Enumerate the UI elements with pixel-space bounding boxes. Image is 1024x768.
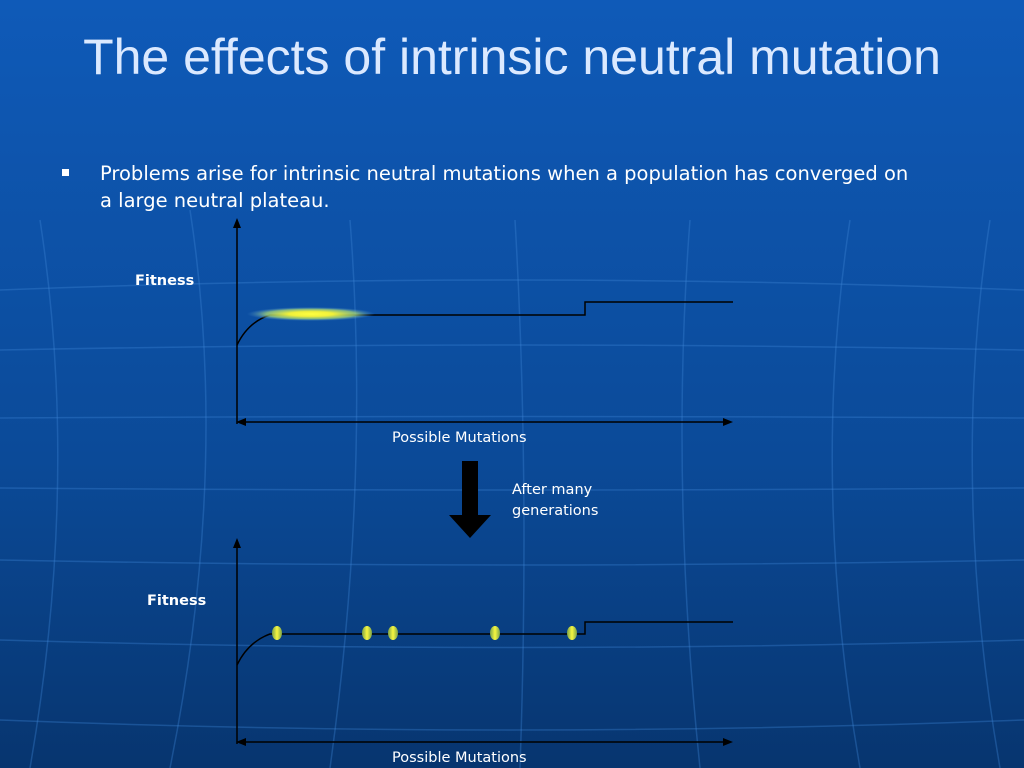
- bottom-mutations-label: Possible Mutations: [392, 750, 527, 766]
- down-arrow-icon: [449, 461, 491, 538]
- bottom-diagram: [233, 538, 733, 746]
- slide-title: The effects of intrinsic neutral mutatio…: [83, 29, 941, 85]
- top-diagram: [233, 218, 733, 426]
- transition-label: After many generations: [512, 480, 598, 522]
- population-dot-icon: [567, 626, 577, 640]
- bullet-marker-icon: [62, 169, 69, 176]
- top-y-axis: [233, 218, 241, 424]
- population-dot-icon: [362, 626, 372, 640]
- top-x-axis: [236, 418, 733, 426]
- top-mutations-label: Possible Mutations: [392, 430, 527, 446]
- bottom-fitness-curve: [236, 621, 733, 666]
- top-fitness-label: Fitness: [135, 273, 195, 289]
- bullet-point: Problems arise for intrinsic neutral mut…: [62, 160, 922, 214]
- population-dot-icon: [388, 626, 398, 640]
- bottom-fitness-label: Fitness: [147, 593, 207, 609]
- population-dot-icon: [490, 626, 500, 640]
- top-fitness-curve: [236, 301, 733, 346]
- converged-population-icon: [247, 307, 375, 321]
- bullet-text: Problems arise for intrinsic neutral mut…: [100, 162, 909, 212]
- bottom-x-axis: [236, 738, 733, 746]
- population-dot-icon: [272, 626, 282, 640]
- transition-label-line1: After many: [512, 482, 593, 498]
- bottom-y-axis: [233, 538, 241, 744]
- transition-label-line2: generations: [512, 503, 599, 519]
